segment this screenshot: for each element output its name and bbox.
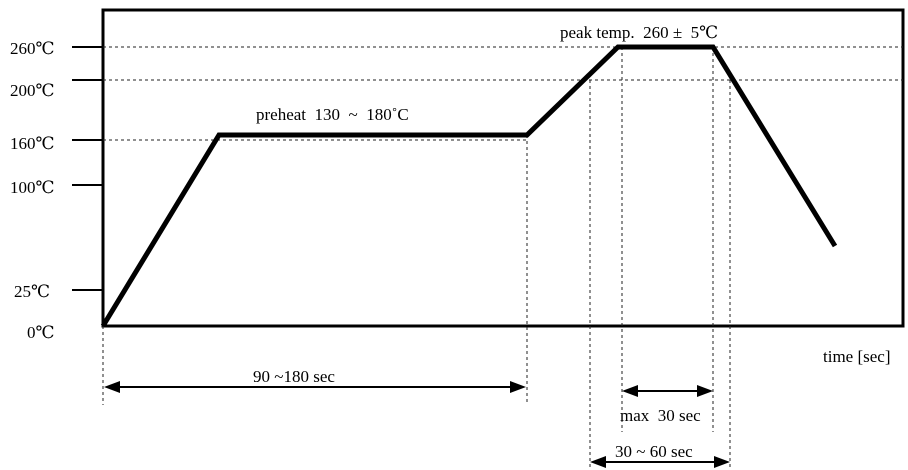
reflow-span-arrow [590, 456, 730, 468]
reflow-span-arrowhead-left [590, 456, 606, 468]
reference-lines [103, 46, 903, 141]
y-label-100: 100℃ [10, 178, 55, 197]
max-span-label: max 30 sec [620, 406, 701, 425]
y-label-25: 25℃ [14, 282, 50, 301]
plot-frame [101, 8, 905, 328]
y-label-260: 260℃ [10, 39, 55, 58]
preheat-annotation: preheat 130 ~ 180˚C [256, 105, 409, 124]
max-span-arrowhead-left [622, 385, 638, 397]
y-label-0: 0℃ [27, 323, 55, 342]
peak-temp-annotation: peak temp. 260 ± 5℃ [560, 23, 718, 42]
y-label-160: 160℃ [10, 134, 55, 153]
y-label-200: 200℃ [10, 81, 55, 100]
reflow-span-label: 30 ~ 60 sec [615, 442, 693, 461]
temperature-profile-line [100, 44, 838, 328]
vertical-guides [102, 47, 731, 470]
preheat-span-label: 90 ~180 sec [253, 367, 335, 386]
reflow-span-arrowhead-right [714, 456, 730, 468]
preheat-span-arrowhead-right [510, 381, 526, 393]
preheat-span-arrowhead-left [104, 381, 120, 393]
max-span-arrow [622, 385, 713, 397]
preheat-span-arrow [104, 381, 526, 393]
y-axis-labels: 260℃ 200℃ 160℃ 100℃ 25℃ 0℃ [10, 39, 55, 342]
y-axis-ticks [72, 46, 103, 291]
x-axis-label: time [sec] [823, 347, 891, 366]
max-span-arrowhead-right [697, 385, 713, 397]
